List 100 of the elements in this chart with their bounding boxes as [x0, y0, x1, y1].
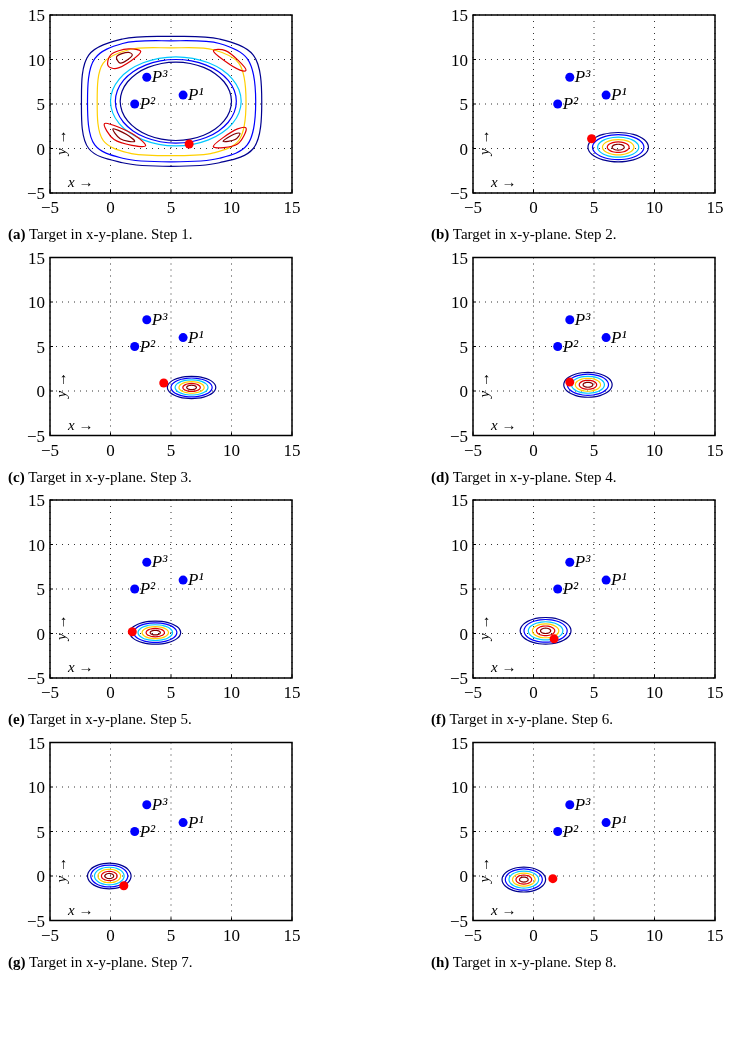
point — [549, 634, 559, 644]
y-axis-title: y → — [476, 372, 492, 400]
point — [553, 827, 563, 836]
point — [587, 134, 597, 144]
y-tick-label: 5 — [36, 580, 45, 599]
x-tick-label: 0 — [529, 925, 538, 945]
text: (b) Target in x-y-plane. Step 2. — [431, 226, 617, 243]
y-tick-label: 5 — [459, 580, 468, 599]
text: (f) Target in x-y-plane. Step 6. — [431, 711, 614, 728]
text: (a) Target in x-y-plane. Step 1. — [8, 226, 193, 243]
text: (h) Target in x-y-plane. Step 8. — [431, 953, 617, 971]
x-tick-label: 10 — [223, 440, 240, 460]
x-tick-label: 15 — [283, 683, 301, 702]
y-tick-label: 0 — [36, 867, 45, 886]
x-axis-title: x → — [67, 174, 94, 190]
point — [142, 557, 152, 567]
y-tick-label: 5 — [459, 822, 468, 842]
annotation: P¹ — [610, 327, 627, 347]
y-tick-label: 15 — [28, 733, 45, 753]
y-axis-title: y → — [53, 614, 69, 642]
x-axis-title: x → — [490, 659, 517, 675]
x-tick-label: 15 — [706, 925, 724, 945]
x-tick-label: 10 — [223, 683, 240, 702]
y-tick-label: −5 — [26, 426, 45, 446]
y-tick-label: −5 — [449, 911, 468, 931]
point — [601, 818, 611, 828]
y-tick-label: 10 — [28, 778, 45, 797]
x-tick-label: 15 — [283, 198, 301, 217]
point — [601, 333, 611, 343]
x-tick-label: 5 — [166, 925, 176, 945]
annotation: P² — [561, 821, 580, 841]
x-axis-title: x → — [67, 416, 94, 433]
x-tick-label: 5 — [589, 925, 599, 945]
text: (d) Target in x-y-plane. Step 4. — [431, 468, 617, 486]
annotation: P³ — [150, 67, 169, 87]
text: (c) Target in x-y-plane. Step 3. — [8, 468, 192, 486]
y-tick-label: 15 — [451, 733, 468, 753]
point — [565, 377, 575, 387]
x-tick-label: 0 — [529, 683, 538, 702]
y-tick-label: 5 — [459, 337, 468, 357]
point — [565, 800, 575, 810]
annotation: P¹ — [610, 570, 627, 590]
x-tick-label: 15 — [706, 440, 724, 460]
point — [565, 72, 575, 82]
y-tick-label: 15 — [28, 6, 45, 25]
y-tick-label: 5 — [459, 95, 468, 114]
annotation: P² — [138, 94, 157, 113]
y-tick-label: 10 — [28, 293, 45, 312]
x-tick-label: 15 — [706, 198, 724, 217]
y-axis-title: y → — [53, 129, 69, 157]
annotation: P¹ — [187, 812, 204, 832]
point — [178, 90, 188, 100]
y-tick-label: 10 — [451, 778, 468, 797]
text: (g) Target in x-y-plane. Step 7. — [8, 953, 193, 971]
y-tick-label: 10 — [28, 535, 45, 555]
point — [548, 874, 558, 884]
y-tick-label: 5 — [36, 822, 45, 842]
x-tick-label: 10 — [223, 198, 240, 217]
y-tick-label: 10 — [451, 293, 468, 312]
y-axis-title: y → — [53, 857, 69, 885]
x-axis-title: x → — [490, 901, 517, 918]
x-axis-title: x → — [490, 416, 517, 433]
y-axis-title: y → — [53, 372, 69, 400]
y-tick-label: 10 — [451, 50, 468, 70]
y-tick-label: 15 — [28, 491, 45, 510]
annotation: P¹ — [610, 85, 627, 105]
point — [553, 342, 563, 351]
y-axis-title: y → — [476, 614, 492, 642]
x-tick-label: 15 — [706, 683, 724, 702]
point — [178, 818, 188, 828]
point — [159, 378, 169, 388]
annotation: P³ — [573, 794, 592, 814]
y-tick-label: 0 — [459, 624, 468, 644]
point — [119, 881, 129, 891]
x-tick-label: 5 — [166, 198, 176, 217]
annotation: P³ — [573, 309, 592, 329]
x-axis-title: x → — [67, 659, 94, 675]
y-tick-label: 0 — [36, 624, 45, 644]
x-tick-label: 10 — [646, 440, 663, 460]
x-tick-label: 5 — [589, 198, 599, 217]
x-tick-label: 5 — [166, 440, 176, 460]
annotation: P² — [561, 579, 580, 598]
point — [130, 342, 140, 351]
point — [142, 800, 152, 810]
y-tick-label: 10 — [28, 50, 45, 70]
text: (e) Target in x-y-plane. Step 5. — [8, 711, 192, 728]
x-tick-label: 15 — [283, 440, 301, 460]
x-tick-label: 10 — [646, 925, 663, 945]
annotation: P³ — [150, 552, 169, 572]
y-tick-label: 0 — [36, 139, 45, 159]
point — [553, 99, 563, 109]
y-tick-label: −5 — [449, 184, 468, 203]
annotation: P² — [138, 336, 157, 356]
x-tick-label: 10 — [646, 683, 663, 702]
point — [178, 575, 188, 585]
point — [553, 584, 563, 594]
annotation: P² — [138, 579, 157, 598]
annotation: P³ — [573, 67, 592, 87]
x-tick-label: 5 — [166, 683, 176, 702]
y-tick-label: −5 — [449, 426, 468, 446]
